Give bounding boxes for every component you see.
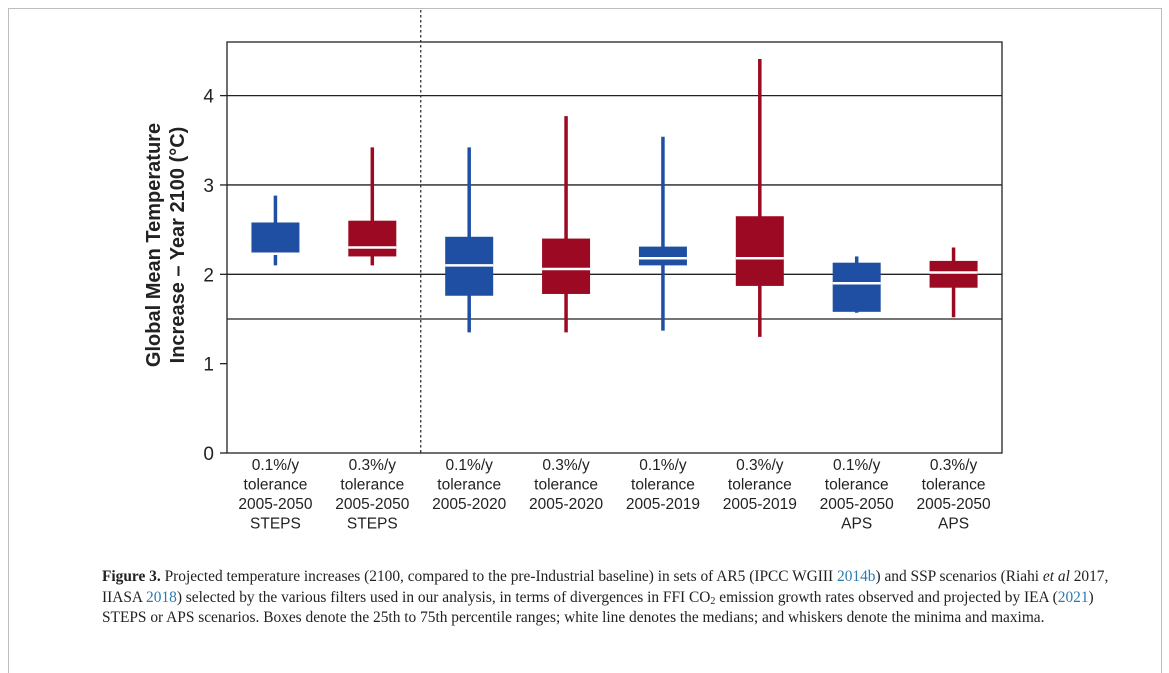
iqr-box — [251, 222, 300, 254]
caption-subscript-2: 2 — [710, 595, 716, 607]
x-label-3-line-3: 2005-2020 — [432, 496, 507, 513]
x-label-3-line-1: 0.1%/y — [445, 457, 493, 474]
x-label-8-line-3: 2005-2050 — [917, 496, 992, 513]
y-tick-label-1: 1 — [203, 355, 214, 376]
x-label-8-line-4: APS — [938, 516, 969, 533]
y-axis-ticks: 0 1 2 3 4 — [203, 87, 227, 465]
x-label-5-line-3: 2005-2019 — [626, 496, 700, 513]
caption-ref-2014b[interactable]: 2014b — [837, 568, 876, 585]
plot-area — [226, 41, 1003, 454]
y-tick-label-2: 2 — [203, 265, 214, 286]
x-label-7-line-4: APS — [841, 516, 872, 533]
x-label-1-line-3: 2005-2050 — [238, 496, 313, 513]
x-label-1-line-2: tolerance — [244, 477, 308, 494]
caption-text-5: emission growth rates observed and proje… — [715, 588, 1058, 606]
y-tick-label-3: 3 — [203, 176, 214, 197]
caption-text-1: Projected temperature increases (2100, c… — [160, 568, 837, 585]
x-label-2-line-2: tolerance — [340, 477, 404, 494]
x-label-1-line-4: STEPS — [250, 516, 301, 533]
y-axis-title: Global Mean Temperature Increase – Year … — [143, 123, 189, 367]
caption-text-3: 2017, IIASA — [102, 568, 1109, 606]
box-8 — [929, 247, 978, 318]
x-label-4-line-1: 0.3%/y — [542, 457, 590, 474]
x-label-6-line-2: tolerance — [728, 477, 792, 494]
iqr-box — [638, 246, 687, 266]
box-3 — [445, 147, 494, 333]
y-tick-label-4: 4 — [203, 87, 214, 108]
y-tick-label-0: 0 — [203, 444, 214, 465]
box-5 — [638, 136, 687, 331]
caption-text-2: ) and SSP scenarios (Riahi — [875, 568, 1043, 585]
box-series — [251, 58, 978, 337]
box-6 — [735, 58, 784, 337]
x-label-7-line-2: tolerance — [825, 477, 889, 494]
iqr-box — [929, 260, 978, 288]
caption-text-4: ) selected by the various filters used i… — [176, 588, 711, 606]
reference-lines — [227, 94, 1002, 320]
caption-ref-2018[interactable]: 2018 — [146, 588, 177, 606]
x-label-4-line-3: 2005-2020 — [529, 496, 604, 513]
x-label-8-line-1: 0.3%/y — [930, 457, 978, 474]
x-label-7-line-1: 0.1%/y — [833, 457, 881, 474]
figure-frame — [8, 8, 1162, 673]
x-label-2-line-4: STEPS — [347, 516, 398, 533]
x-label-2-line-1: 0.3%/y — [349, 457, 397, 474]
box-1 — [251, 195, 300, 266]
box-4 — [542, 116, 591, 333]
y-axis-title-line1: Global Mean Temperature — [143, 123, 165, 367]
iqr-box — [542, 238, 591, 294]
x-label-1-line-1: 0.1%/y — [252, 457, 300, 474]
x-label-5-line-2: tolerance — [631, 477, 695, 494]
x-label-7-line-3: 2005-2050 — [820, 496, 895, 513]
x-label-6-line-1: 0.3%/y — [736, 457, 784, 474]
box-plot-chart: 0 1 2 3 4 0.1%/y tolerance 2005-2050 STEPS 0.3%/… — [143, 10, 1003, 533]
caption-ref-2021[interactable]: 2021 — [1057, 588, 1089, 606]
iqr-box — [348, 220, 397, 257]
x-label-3-line-2: tolerance — [437, 477, 501, 494]
figure-caption: Figure 3. Projected temperature increase… — [102, 567, 1112, 629]
caption-et-al: et al — [1042, 568, 1070, 585]
caption-label: Figure 3. — [102, 568, 161, 585]
x-label-4-line-2: tolerance — [534, 477, 598, 494]
box-2 — [348, 147, 397, 266]
x-label-8-line-2: tolerance — [922, 477, 986, 494]
x-label-5-line-1: 0.1%/y — [639, 457, 687, 474]
y-axis-title-line2: Increase – Year 2100 (°C) — [167, 127, 189, 364]
iqr-box — [735, 216, 784, 286]
box-7 — [832, 256, 881, 313]
x-axis-labels: 0.1%/y tolerance 2005-2050 STEPS 0.3%/y toler… — [238, 457, 991, 533]
caption-text-6: ) STEPS or APS scenarios. Boxes denote t… — [102, 588, 1094, 627]
iqr-box — [832, 262, 881, 312]
x-label-6-line-3: 2005-2019 — [723, 496, 797, 513]
x-label-2-line-3: 2005-2050 — [335, 496, 410, 513]
